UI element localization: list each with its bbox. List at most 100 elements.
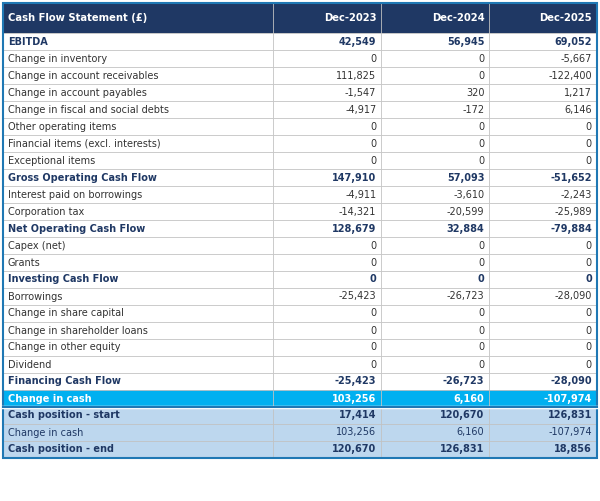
- Text: Corporation tax: Corporation tax: [8, 206, 84, 216]
- Bar: [490, 424, 597, 441]
- Text: 0: 0: [586, 360, 592, 370]
- Bar: [382, 441, 490, 458]
- Bar: [273, 118, 382, 135]
- Bar: [273, 424, 382, 441]
- Bar: [382, 390, 490, 407]
- Text: 0: 0: [586, 138, 592, 148]
- Bar: [3, 169, 273, 186]
- Bar: [382, 407, 490, 424]
- Text: 0: 0: [478, 155, 484, 165]
- Bar: [3, 118, 273, 135]
- Bar: [273, 186, 382, 203]
- Text: Other operating items: Other operating items: [8, 122, 116, 131]
- Bar: [273, 50, 382, 67]
- Text: -5,667: -5,667: [560, 54, 592, 64]
- Bar: [273, 339, 382, 356]
- Text: Financing Cash Flow: Financing Cash Flow: [8, 376, 121, 386]
- Bar: [490, 33, 597, 50]
- Text: 0: 0: [586, 343, 592, 353]
- Text: EBITDA: EBITDA: [8, 37, 48, 47]
- Text: 128,679: 128,679: [332, 223, 376, 233]
- Text: -4,917: -4,917: [345, 105, 376, 115]
- Bar: [382, 322, 490, 339]
- Text: 0: 0: [478, 360, 484, 370]
- Text: 103,256: 103,256: [332, 393, 376, 403]
- Text: Investing Cash Flow: Investing Cash Flow: [8, 275, 118, 285]
- Bar: [382, 3, 490, 33]
- Text: 0: 0: [370, 343, 376, 353]
- Bar: [273, 254, 382, 271]
- Text: 0: 0: [478, 240, 484, 250]
- Bar: [273, 288, 382, 305]
- Bar: [3, 322, 273, 339]
- Text: Change in account receivables: Change in account receivables: [8, 71, 158, 81]
- Bar: [273, 220, 382, 237]
- Text: 0: 0: [585, 275, 592, 285]
- Text: 0: 0: [478, 275, 484, 285]
- Text: 0: 0: [478, 71, 484, 81]
- Bar: [490, 322, 597, 339]
- Bar: [273, 271, 382, 288]
- Text: Cash position - end: Cash position - end: [8, 444, 114, 454]
- Bar: [382, 288, 490, 305]
- Text: Grants: Grants: [8, 258, 41, 268]
- Bar: [382, 101, 490, 118]
- Bar: [490, 220, 597, 237]
- Bar: [3, 424, 273, 441]
- Text: -4,911: -4,911: [345, 189, 376, 199]
- Text: Change in other equity: Change in other equity: [8, 343, 121, 353]
- Text: 56,945: 56,945: [447, 37, 484, 47]
- Text: 0: 0: [478, 54, 484, 64]
- Bar: [382, 169, 490, 186]
- Bar: [3, 33, 273, 50]
- Text: 0: 0: [370, 326, 376, 336]
- Bar: [490, 50, 597, 67]
- Text: Dividend: Dividend: [8, 360, 52, 370]
- Text: -26,723: -26,723: [443, 376, 484, 386]
- Text: 0: 0: [586, 326, 592, 336]
- Text: Change in account payables: Change in account payables: [8, 88, 147, 98]
- Bar: [490, 169, 597, 186]
- Bar: [273, 390, 382, 407]
- Bar: [273, 441, 382, 458]
- Text: Gross Operating Cash Flow: Gross Operating Cash Flow: [8, 172, 157, 182]
- Text: -2,243: -2,243: [560, 189, 592, 199]
- Bar: [273, 135, 382, 152]
- Bar: [490, 407, 597, 424]
- Text: Change in shareholder loans: Change in shareholder loans: [8, 326, 148, 336]
- Bar: [3, 84, 273, 101]
- Bar: [273, 322, 382, 339]
- Text: 32,884: 32,884: [447, 223, 484, 233]
- Text: 103,256: 103,256: [336, 427, 376, 437]
- Text: 320: 320: [466, 88, 484, 98]
- Bar: [490, 186, 597, 203]
- Bar: [3, 3, 273, 33]
- Bar: [382, 339, 490, 356]
- Bar: [490, 390, 597, 407]
- Text: 18,856: 18,856: [554, 444, 592, 454]
- Bar: [490, 118, 597, 135]
- Text: 1,217: 1,217: [564, 88, 592, 98]
- Text: 0: 0: [370, 240, 376, 250]
- Bar: [3, 373, 273, 390]
- Text: 147,910: 147,910: [332, 172, 376, 182]
- Text: 120,670: 120,670: [440, 410, 484, 420]
- Bar: [3, 237, 273, 254]
- Text: -122,400: -122,400: [548, 71, 592, 81]
- Bar: [273, 169, 382, 186]
- Bar: [3, 390, 273, 407]
- Bar: [382, 152, 490, 169]
- Bar: [3, 271, 273, 288]
- Bar: [490, 305, 597, 322]
- Text: 120,670: 120,670: [332, 444, 376, 454]
- Text: 0: 0: [370, 275, 376, 285]
- Text: 42,549: 42,549: [339, 37, 376, 47]
- Bar: [490, 84, 597, 101]
- Text: 0: 0: [370, 138, 376, 148]
- Text: 69,052: 69,052: [554, 37, 592, 47]
- Bar: [3, 50, 273, 67]
- Bar: [382, 254, 490, 271]
- Text: Change in share capital: Change in share capital: [8, 309, 124, 319]
- Text: -1,547: -1,547: [345, 88, 376, 98]
- Text: 0: 0: [478, 122, 484, 131]
